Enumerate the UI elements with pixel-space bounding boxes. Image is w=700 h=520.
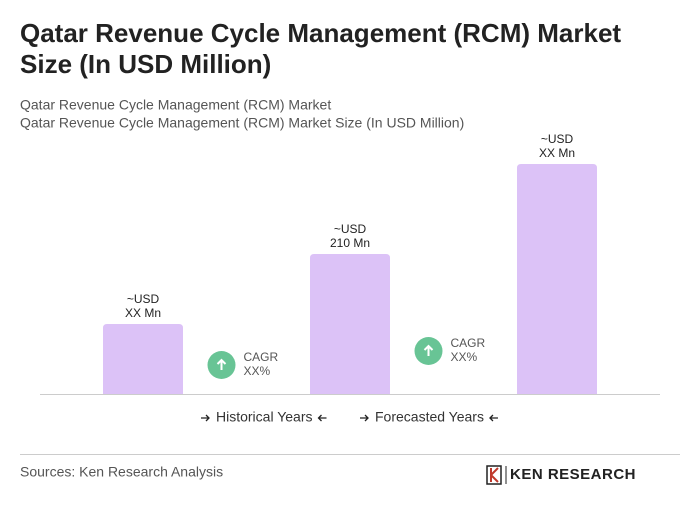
value-label: ~USD: [334, 222, 367, 236]
value-label: XX Mn: [125, 306, 161, 320]
chart-title: Qatar Revenue Cycle Management (RCM) Mar…: [20, 18, 622, 79]
logo-icon: [486, 465, 502, 485]
cagr-label: XX%: [244, 364, 271, 378]
subtitle: Qatar Revenue Cycle Management (RCM) Mar…: [20, 115, 464, 131]
logo-icon: [490, 467, 499, 483]
legend-arrow: [489, 414, 498, 422]
cagr-arrow: [216, 358, 227, 370]
legend-arrow: [360, 414, 369, 422]
bar: [517, 164, 597, 394]
logo-text: KEN RESEARCH: [510, 466, 636, 483]
logo: KEN RESEARCH: [486, 465, 636, 485]
cagr-arrow: [423, 344, 434, 356]
legend-arrow: [317, 414, 327, 422]
value-label: ~USD: [541, 132, 574, 146]
bar: [310, 254, 390, 394]
cagr-label: CAGR: [244, 350, 279, 364]
subtitle: Qatar Revenue Cycle Management (RCM) Mar…: [20, 97, 331, 113]
legend-label: Forecasted Years: [375, 409, 484, 425]
cagr-label: CAGR: [451, 336, 486, 350]
bar: [103, 324, 183, 394]
legend-arrow: [201, 414, 210, 422]
source: Sources: Ken Research Analysis: [20, 464, 223, 480]
legend-label: Historical Years: [216, 409, 313, 425]
value-label: XX Mn: [539, 146, 575, 160]
value-label: 210 Mn: [330, 236, 370, 250]
value-label: ~USD: [127, 292, 160, 306]
cagr-label: XX%: [451, 350, 478, 364]
